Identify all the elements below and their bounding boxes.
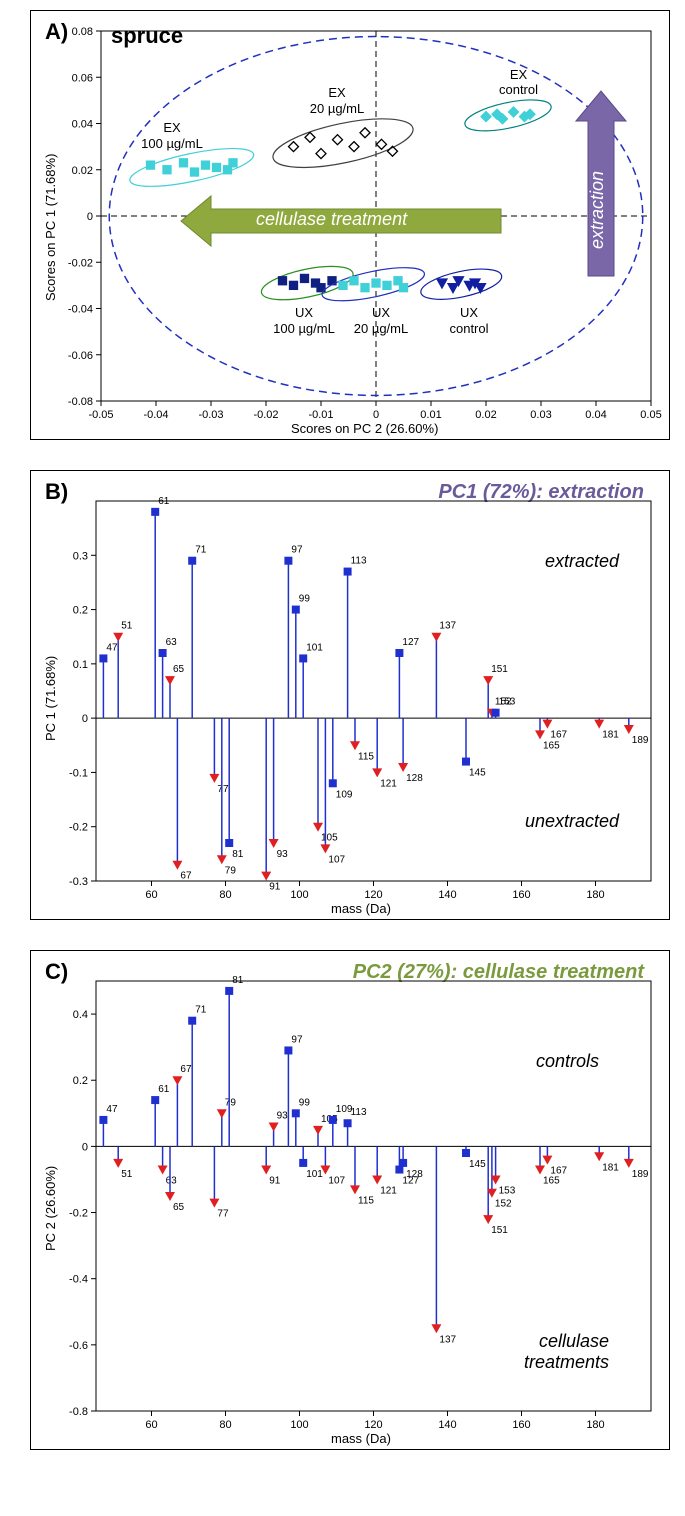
svg-text:71: 71 [195, 545, 207, 556]
svg-text:47: 47 [106, 642, 118, 653]
svg-text:51: 51 [121, 1169, 133, 1180]
svg-text:0: 0 [82, 713, 88, 725]
svg-text:180: 180 [586, 889, 604, 901]
svg-text:121: 121 [380, 1185, 397, 1196]
svg-text:71: 71 [195, 1005, 207, 1016]
svg-text:120: 120 [364, 1419, 382, 1431]
svg-text:60: 60 [145, 889, 157, 901]
svg-text:-0.3: -0.3 [69, 876, 88, 888]
svg-text:105: 105 [321, 833, 338, 844]
svg-text:0.4: 0.4 [73, 1009, 88, 1021]
svg-text:-0.2: -0.2 [69, 822, 88, 834]
svg-text:-0.1: -0.1 [69, 767, 88, 779]
svg-text:109: 109 [336, 789, 353, 800]
svg-text:47: 47 [106, 1104, 118, 1115]
svg-text:140: 140 [438, 1419, 456, 1431]
svg-text:77: 77 [217, 1209, 229, 1220]
svg-text:101: 101 [306, 1169, 323, 1180]
svg-text:113: 113 [351, 1107, 367, 1118]
svg-text:81: 81 [232, 975, 244, 986]
svg-text:0.3: 0.3 [73, 550, 88, 562]
panel-c-ylabel: PC 2 (26.60%) [43, 1166, 58, 1251]
panel-c-xlabel: mass (Da) [331, 1431, 391, 1446]
svg-text:167: 167 [550, 730, 567, 741]
svg-text:189: 189 [632, 735, 649, 746]
svg-text:79: 79 [225, 1097, 237, 1108]
svg-text:101: 101 [306, 642, 323, 653]
svg-text:128: 128 [406, 773, 423, 784]
panel-c-svg: 60 80 100 120 140 160 180 -0.8 -0.6 -0.4 -0.2 0 0.2 0… [31, 951, 671, 1451]
svg-text:100: 100 [290, 1419, 308, 1431]
svg-text:60: 60 [145, 1419, 157, 1431]
svg-text:115: 115 [358, 751, 374, 762]
extraction-arrow-text: extraction [587, 171, 608, 249]
svg-text:181: 181 [602, 730, 619, 741]
svg-text:51: 51 [121, 621, 133, 632]
svg-text:99: 99 [299, 1097, 311, 1108]
svg-text:107: 107 [328, 854, 345, 865]
svg-text:151: 151 [491, 664, 508, 675]
svg-text:61: 61 [158, 1084, 170, 1095]
svg-text:127: 127 [402, 637, 419, 648]
svg-text:-0.4: -0.4 [69, 1274, 88, 1286]
svg-text:79: 79 [225, 865, 237, 876]
svg-text:67: 67 [180, 871, 192, 882]
svg-text:77: 77 [217, 784, 229, 795]
svg-text:67: 67 [180, 1064, 192, 1075]
svg-text:-0.8: -0.8 [69, 1406, 88, 1418]
svg-text:167: 167 [550, 1166, 567, 1177]
svg-text:97: 97 [291, 545, 303, 556]
svg-text:81: 81 [232, 849, 244, 860]
svg-text:100: 100 [290, 889, 308, 901]
svg-text:152: 152 [495, 1199, 512, 1210]
svg-text:128: 128 [406, 1169, 423, 1180]
svg-text:0.2: 0.2 [73, 1075, 88, 1087]
svg-text:80: 80 [219, 889, 231, 901]
svg-text:145: 145 [469, 1159, 486, 1170]
svg-text:91: 91 [269, 882, 281, 893]
svg-text:165: 165 [543, 1176, 560, 1187]
svg-text:120: 120 [364, 889, 382, 901]
svg-text:107: 107 [328, 1176, 345, 1187]
svg-text:140: 140 [438, 889, 456, 901]
svg-text:0.2: 0.2 [73, 605, 88, 617]
svg-text:93: 93 [277, 849, 289, 860]
svg-text:165: 165 [543, 740, 560, 751]
panel-b-ylabel: PC 1 (71.68%) [43, 656, 58, 741]
svg-text:-0.2: -0.2 [69, 1208, 88, 1220]
svg-text:137: 137 [439, 1334, 456, 1345]
svg-text:99: 99 [299, 594, 311, 605]
svg-text:181: 181 [602, 1162, 619, 1173]
svg-text:65: 65 [173, 664, 185, 675]
svg-text:137: 137 [439, 621, 456, 632]
svg-text:121: 121 [380, 778, 397, 789]
panel-b-xlabel: mass (Da) [331, 901, 391, 916]
svg-text:65: 65 [173, 1202, 185, 1213]
svg-text:-0.6: -0.6 [69, 1340, 88, 1352]
svg-text:153: 153 [499, 697, 516, 708]
svg-text:145: 145 [469, 768, 486, 779]
svg-text:80: 80 [219, 1419, 231, 1431]
svg-text:153: 153 [499, 1185, 516, 1196]
panel-b-loadings: B) PC1 (72%): extraction extracted unext… [30, 470, 670, 920]
svg-text:63: 63 [166, 637, 178, 648]
svg-text:189: 189 [632, 1169, 649, 1180]
svg-text:113: 113 [351, 556, 367, 567]
svg-text:0: 0 [82, 1141, 88, 1153]
panel-a-scatter: A) spruce -0.05-0.04-0.03-0.02-0.0100.01… [30, 10, 670, 440]
svg-text:91: 91 [269, 1176, 281, 1187]
svg-text:151: 151 [491, 1225, 508, 1236]
panel-b-svg: 60 80 100 120 140 160 180 -0.3 -0.2 -0.1 0 0.1 0.2 0.… [31, 471, 671, 921]
svg-text:115: 115 [358, 1195, 374, 1206]
svg-text:160: 160 [512, 1419, 530, 1431]
panel-c-loadings: C) PC2 (27%): cellulase treatment contro… [30, 950, 670, 1450]
svg-text:63: 63 [166, 1176, 178, 1187]
svg-text:97: 97 [291, 1034, 303, 1045]
cellulase-arrow-text: cellulase treatment [256, 209, 407, 230]
svg-text:93: 93 [277, 1111, 289, 1122]
svg-text:61: 61 [158, 496, 170, 507]
svg-text:180: 180 [586, 1419, 604, 1431]
svg-text:160: 160 [512, 889, 530, 901]
svg-text:0.1: 0.1 [73, 659, 88, 671]
